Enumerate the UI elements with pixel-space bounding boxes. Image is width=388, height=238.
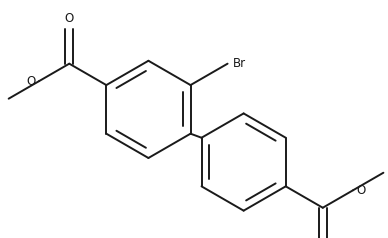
Text: O: O [27,75,36,88]
Text: Br: Br [233,57,246,70]
Text: O: O [65,12,74,25]
Text: O: O [356,184,365,197]
